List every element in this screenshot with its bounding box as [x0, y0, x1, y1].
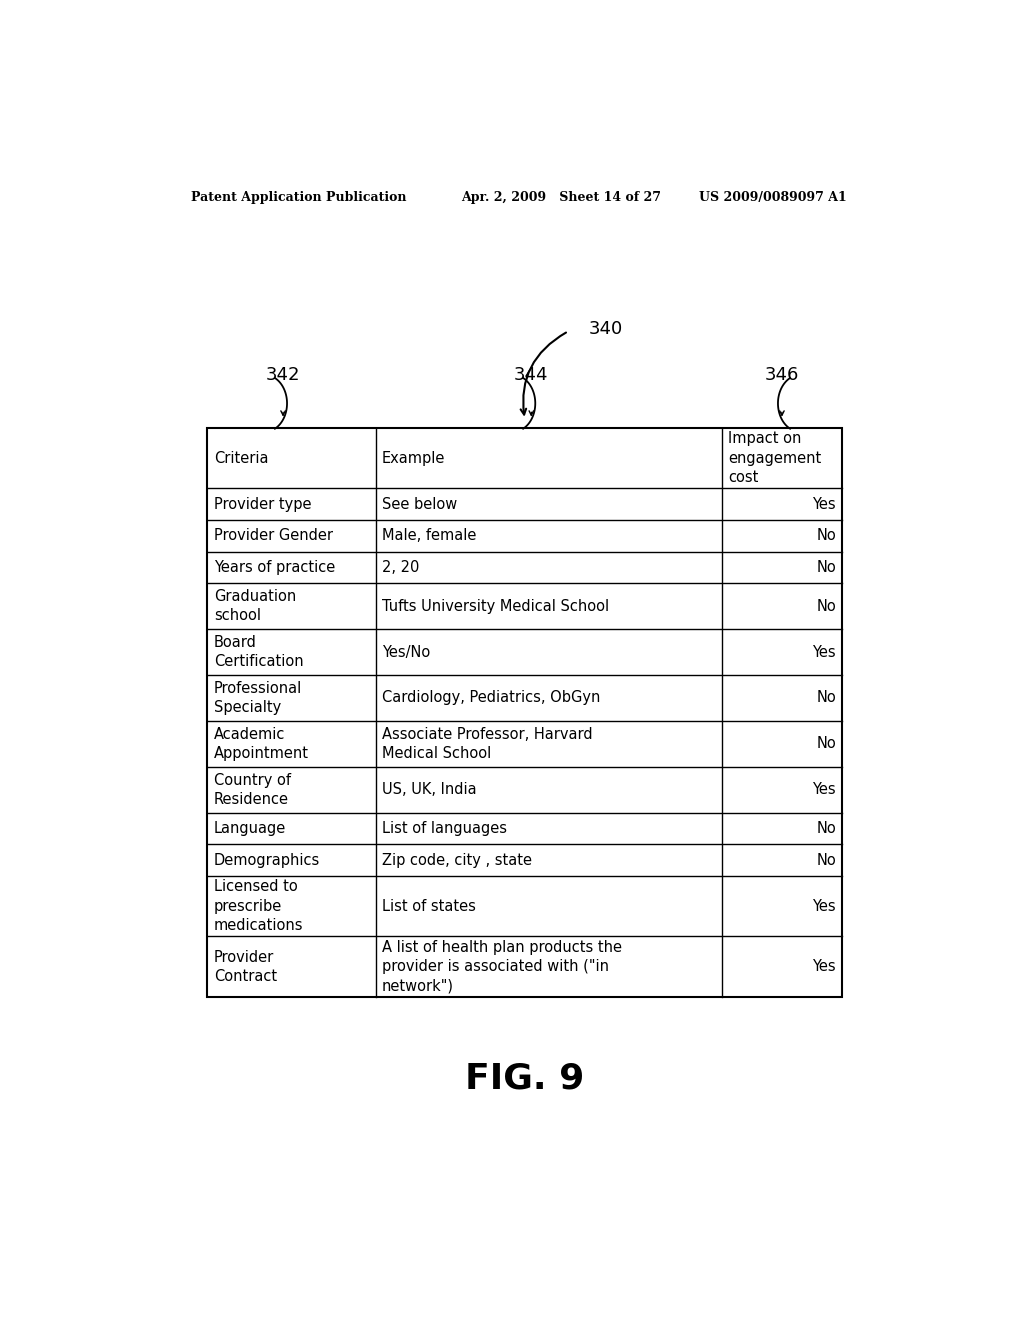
Text: US 2009/0089097 A1: US 2009/0089097 A1	[699, 190, 847, 203]
Text: Yes: Yes	[812, 899, 836, 913]
Text: Language: Language	[214, 821, 286, 836]
Text: 346: 346	[765, 366, 799, 384]
Text: Provider Gender: Provider Gender	[214, 528, 333, 544]
Text: 342: 342	[266, 366, 300, 384]
Text: No: No	[816, 528, 836, 544]
Text: No: No	[816, 599, 836, 614]
Text: Criteria: Criteria	[214, 450, 268, 466]
Text: US, UK, India: US, UK, India	[382, 783, 476, 797]
Bar	[207, 428, 843, 997]
Text: FIG. 9: FIG. 9	[465, 1061, 585, 1096]
Text: List of states: List of states	[382, 899, 476, 913]
Text: No: No	[816, 560, 836, 576]
Text: Associate Professor, Harvard
Medical School: Associate Professor, Harvard Medical Sch…	[382, 727, 593, 760]
Text: 2, 20: 2, 20	[382, 560, 419, 576]
Text: Male, female: Male, female	[382, 528, 476, 544]
Text: No: No	[816, 821, 836, 836]
Text: Licensed to
prescribe
medications: Licensed to prescribe medications	[214, 879, 303, 933]
Text: Country of
Residence: Country of Residence	[214, 772, 291, 807]
Text: Years of practice: Years of practice	[214, 560, 335, 576]
Text: Zip code, city , state: Zip code, city , state	[382, 853, 531, 867]
Text: Provider
Contract: Provider Contract	[214, 949, 276, 983]
Text: See below: See below	[382, 496, 457, 512]
Text: Yes/No: Yes/No	[382, 644, 430, 660]
Text: Example: Example	[382, 450, 445, 466]
Text: Patent Application Publication: Patent Application Publication	[191, 190, 407, 203]
Text: No: No	[816, 853, 836, 867]
Text: 344: 344	[514, 366, 549, 384]
Text: No: No	[816, 690, 836, 705]
Text: Apr. 2, 2009   Sheet 14 of 27: Apr. 2, 2009 Sheet 14 of 27	[461, 190, 662, 203]
Text: Yes: Yes	[812, 783, 836, 797]
Text: Board
Certification: Board Certification	[214, 635, 303, 669]
Text: Cardiology, Pediatrics, ObGyn: Cardiology, Pediatrics, ObGyn	[382, 690, 600, 705]
Text: Academic
Appointment: Academic Appointment	[214, 727, 308, 760]
Text: Demographics: Demographics	[214, 853, 319, 867]
Text: Provider type: Provider type	[214, 496, 311, 512]
Text: Yes: Yes	[812, 496, 836, 512]
Text: List of languages: List of languages	[382, 821, 507, 836]
Text: Yes: Yes	[812, 644, 836, 660]
Text: Tufts University Medical School: Tufts University Medical School	[382, 599, 609, 614]
Text: A list of health plan products the
provider is associated with ("in
network"): A list of health plan products the provi…	[382, 940, 622, 994]
Text: Yes: Yes	[812, 960, 836, 974]
Text: Professional
Specialty: Professional Specialty	[214, 681, 302, 715]
Text: No: No	[816, 737, 836, 751]
Text: Impact on
engagement
cost: Impact on engagement cost	[728, 432, 821, 484]
Text: 340: 340	[588, 321, 623, 338]
Text: Graduation
school: Graduation school	[214, 589, 296, 623]
